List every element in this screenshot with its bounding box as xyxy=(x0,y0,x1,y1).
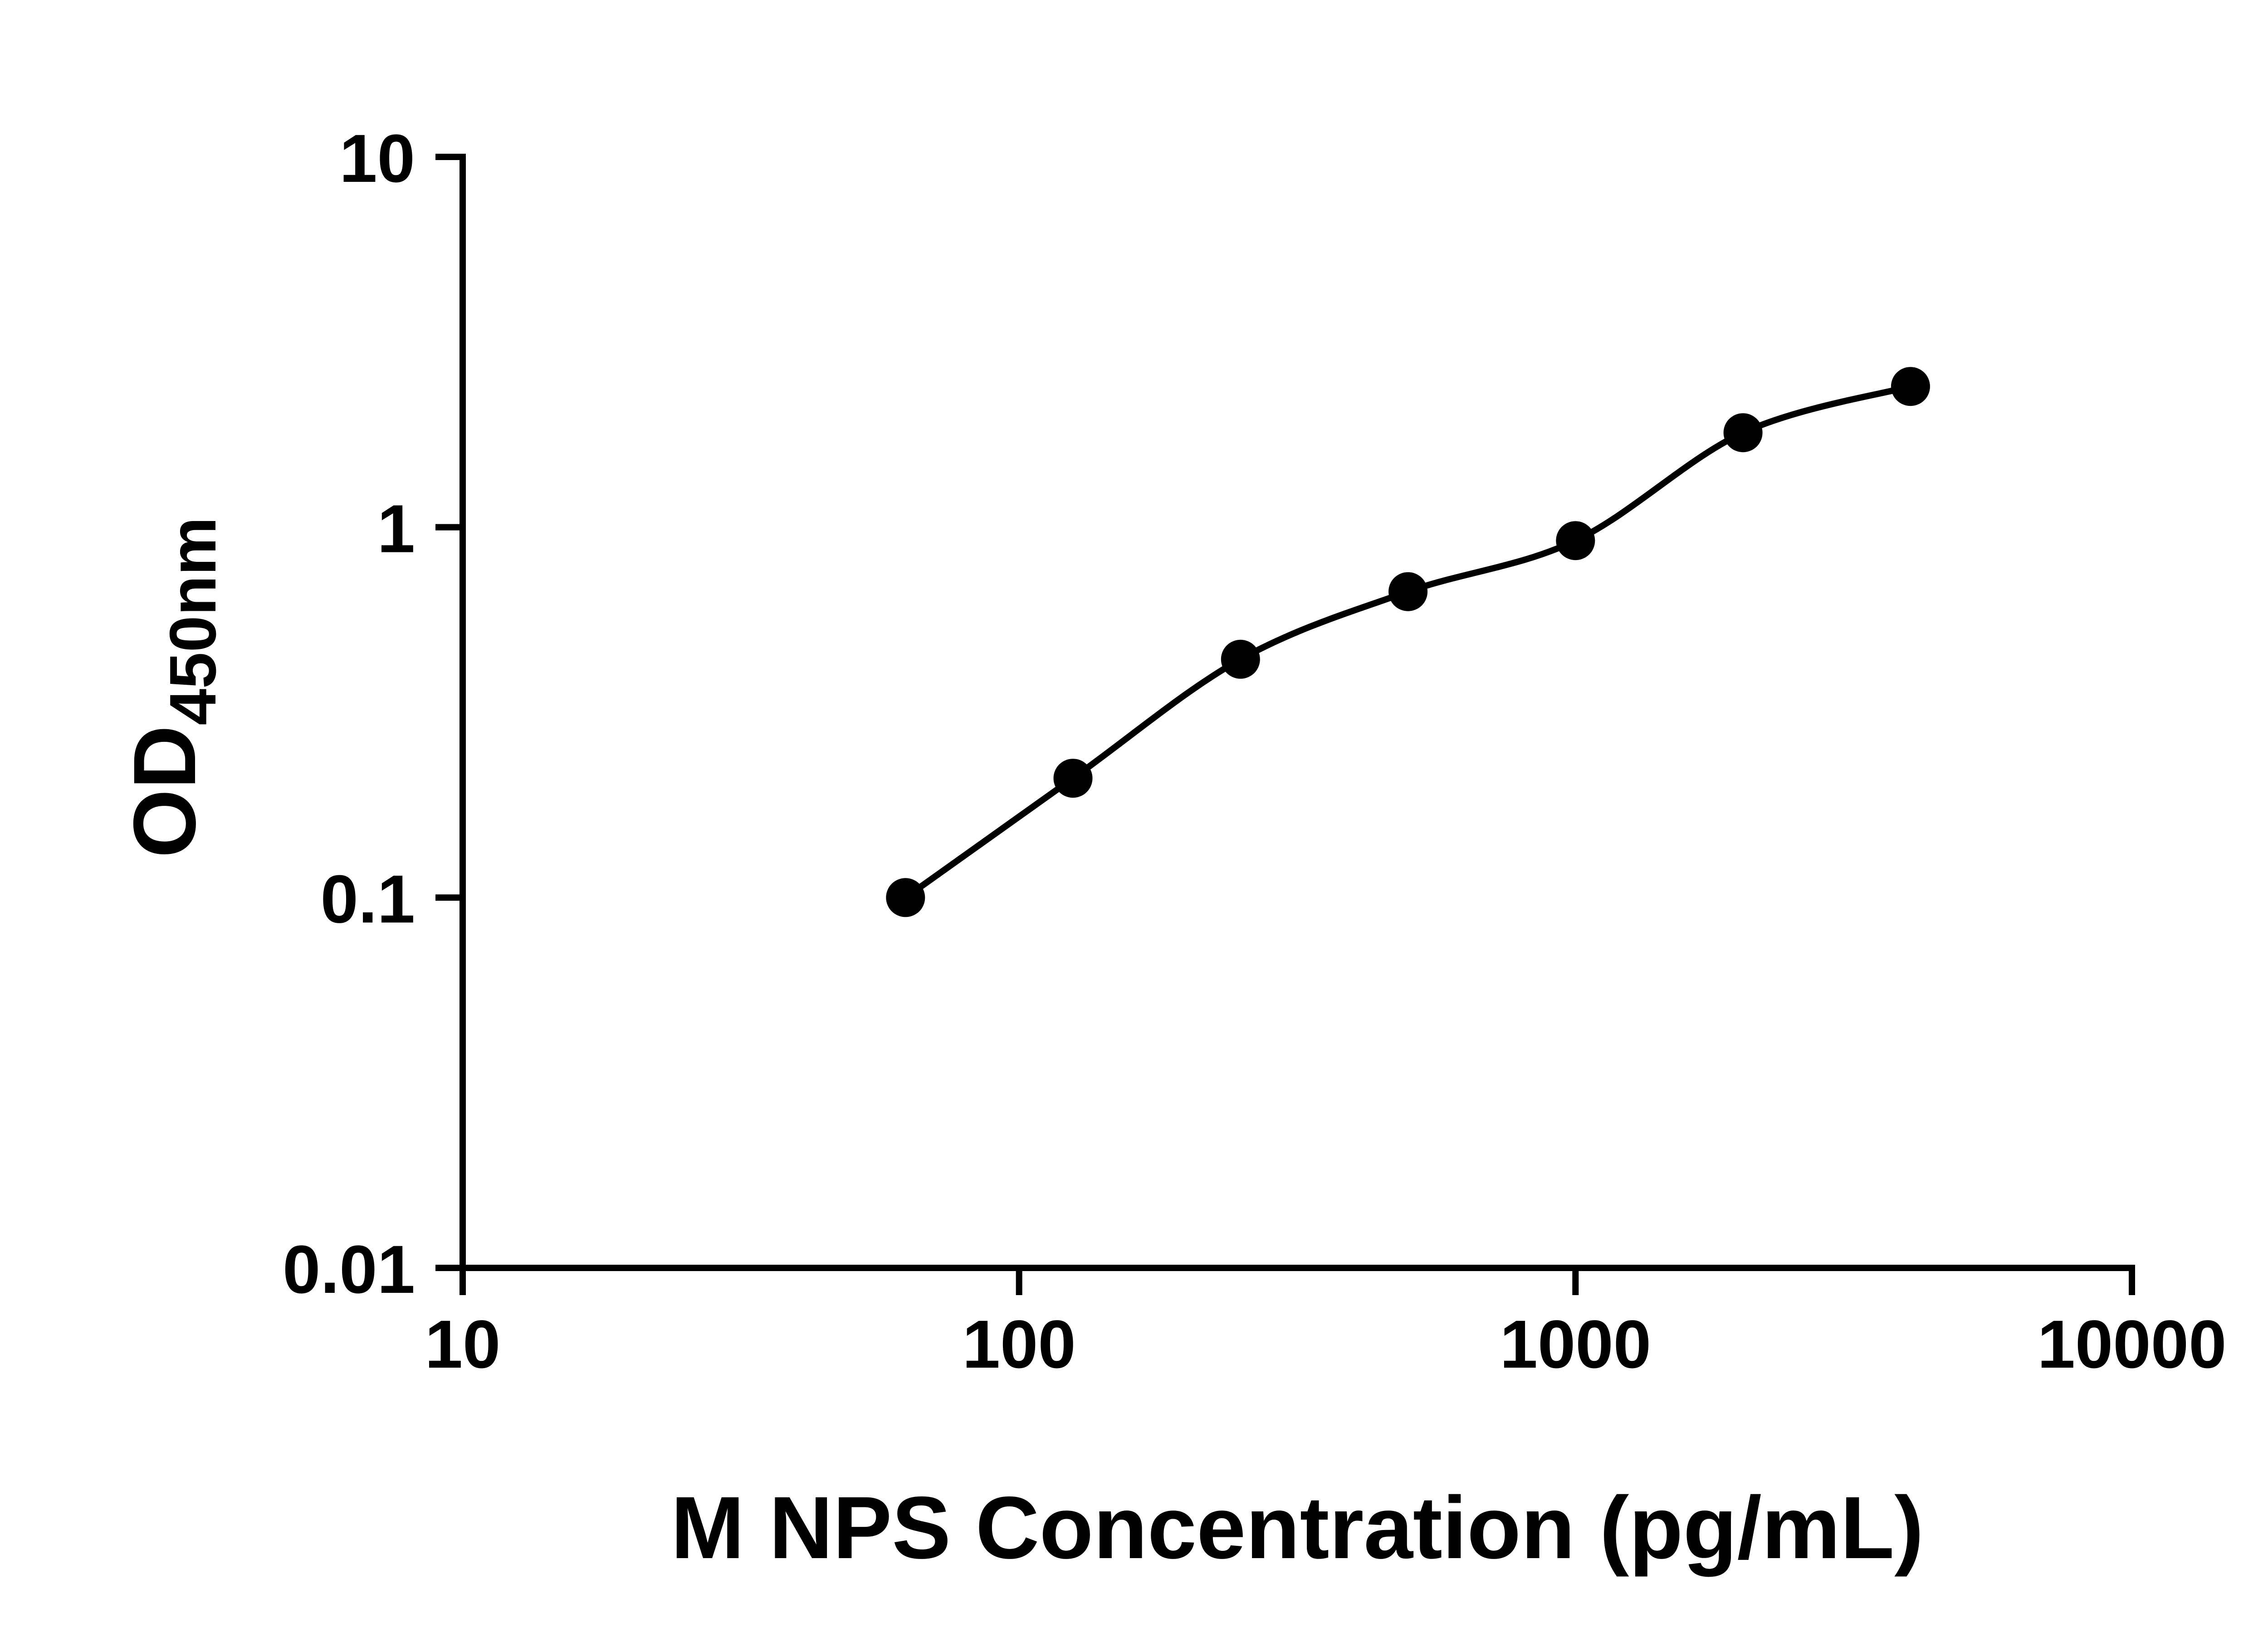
data-point xyxy=(886,878,925,917)
data-point xyxy=(1556,521,1595,560)
x-tick-label: 10 xyxy=(425,1306,501,1382)
axis-spine xyxy=(459,154,2135,1271)
y-axis-title: OD450nm xyxy=(115,517,230,858)
x-tick-label: 1000 xyxy=(1500,1306,1651,1382)
y-axis-title-subscript: 450nm xyxy=(156,517,230,725)
y-tick-label: 10 xyxy=(339,120,415,196)
points-layer xyxy=(886,367,1930,917)
chart-canvas: 10 100 1000 10000 0.01 0.1 1 10 M NPS Concentra… xyxy=(115,120,2227,1577)
x-tick-label: 10000 xyxy=(2037,1306,2226,1382)
curve-layer xyxy=(904,383,1911,901)
elisa-standard-curve-figure: 10 100 1000 10000 0.01 0.1 1 10 M NPS Concentra… xyxy=(18,7,2268,1640)
y-tick-label: 0.1 xyxy=(320,861,415,937)
data-point xyxy=(1388,572,1428,611)
axes-layer xyxy=(459,154,2135,1271)
data-point xyxy=(1891,367,1930,406)
data-point xyxy=(1221,639,1260,679)
data-point xyxy=(1723,413,1763,453)
fit-curve xyxy=(904,383,1911,901)
data-point xyxy=(1053,759,1093,798)
ticks-layer: 10 100 1000 10000 0.01 0.1 1 10 xyxy=(283,120,2227,1382)
y-axis-title-main: OD xyxy=(115,725,214,858)
x-tick-label: 100 xyxy=(963,1306,1076,1382)
y-tick-label: 0.01 xyxy=(283,1231,415,1307)
y-tick-label: 1 xyxy=(377,491,415,567)
x-axis-title: M NPS Concentration (pg/mL) xyxy=(671,1478,1924,1577)
